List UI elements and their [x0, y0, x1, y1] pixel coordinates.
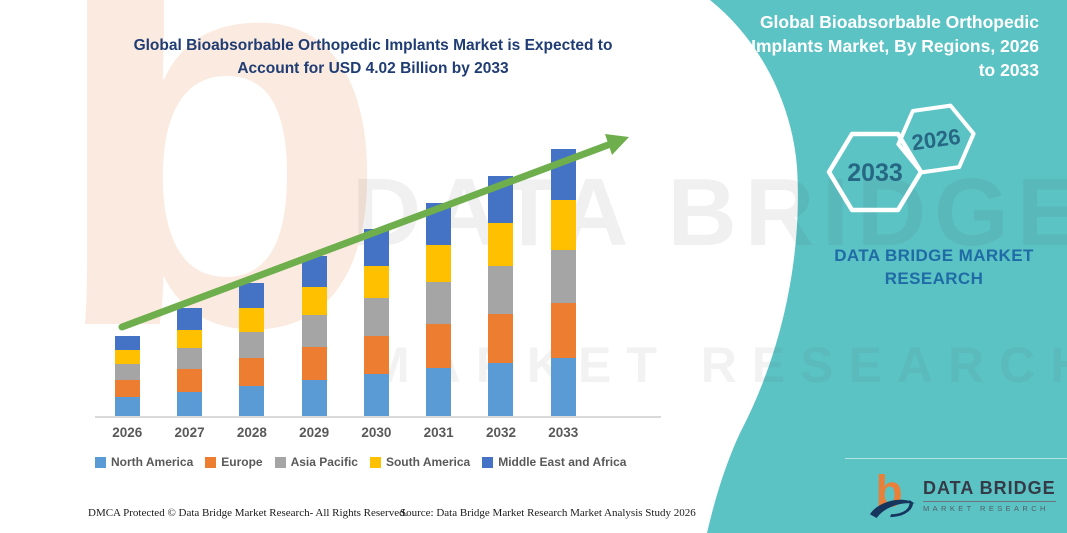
segment-south-america — [363, 265, 389, 299]
segment-asia-pacific — [363, 298, 389, 336]
legend-item-europe: Europe — [205, 455, 263, 469]
segment-asia-pacific — [177, 348, 203, 370]
hexagon-2033-label: 2033 — [847, 159, 903, 187]
x-axis-label-2032: 2032 — [485, 425, 516, 440]
segment-europe — [426, 324, 452, 369]
right-title-line1: Global Bioabsorbable Orthopedic — [759, 12, 1039, 32]
right-title-line2: Implants Market, By Regions, 2026 — [751, 36, 1039, 56]
segment-south-america — [177, 329, 203, 349]
x-axis-label-2029: 2029 — [299, 425, 330, 440]
segment-europe — [301, 346, 327, 381]
logo-text: DATA BRIDGE MARKET RESEARCH — [923, 478, 1056, 513]
segment-asia-pacific — [239, 331, 265, 359]
brand-name-line2: RESEARCH — [884, 269, 984, 288]
segment-europe — [177, 369, 203, 393]
segment-north-america — [239, 386, 265, 416]
footer-copyright: DMCA Protected © Data Bridge Market Rese… — [88, 507, 408, 519]
segment-europe — [114, 380, 140, 398]
segment-europe — [488, 313, 514, 363]
legend-label: South America — [385, 455, 471, 469]
brand-name-text: DATA BRIDGE MARKET RESEARCH — [800, 244, 1067, 290]
x-axis-label-2030: 2030 — [361, 425, 392, 440]
segment-south-america — [301, 287, 327, 316]
segment-north-america — [301, 380, 327, 416]
logo-divider-line — [845, 458, 1067, 459]
chart-title-line2: Account for USD 4.02 Billion by 2033 — [237, 60, 509, 77]
x-axis-labels: 2026 2027 2028 2029 2030 2031 2032 2033 — [0, 425, 700, 443]
footer-source: Source: Data Bridge Market Research Mark… — [400, 507, 696, 519]
dbmr-logo-icon: b — [869, 470, 916, 519]
legend-item-middle-east-and-africa: Middle East and Africa — [482, 455, 626, 469]
segment-north-america — [426, 368, 452, 416]
segment-north-america — [177, 392, 203, 416]
segment-south-america — [239, 308, 265, 332]
segment-north-america — [363, 374, 389, 416]
right-panel-title: Global Bioabsorbable Orthopedic Implants… — [709, 10, 1039, 82]
legend-item-north-america: North America — [95, 455, 193, 469]
bar-2029 — [301, 255, 327, 416]
x-axis-line — [95, 416, 661, 418]
logo-subtitle: MARKET RESEARCH — [923, 503, 1049, 513]
segment-asia-pacific — [114, 364, 140, 381]
brand-name-line1: DATA BRIDGE MARKET — [834, 246, 1034, 265]
segment-asia-pacific — [301, 315, 327, 347]
bar-2032 — [488, 175, 514, 416]
logo-d-curve — [890, 499, 914, 518]
segment-middle-east-and-africa — [239, 283, 265, 309]
legend-item-asia-pacific: Asia Pacific — [274, 455, 358, 469]
legend-label: Asia Pacific — [290, 455, 358, 469]
segment-north-america — [114, 397, 140, 416]
bar-2028 — [239, 283, 265, 416]
legend-swatch — [274, 456, 286, 468]
segment-north-america — [550, 357, 576, 416]
bar-2026 — [114, 336, 140, 416]
right-title-line3: to 2033 — [978, 60, 1039, 80]
x-axis-label-2028: 2028 — [236, 425, 267, 440]
legend-label: Europe — [221, 455, 263, 469]
segment-south-america — [488, 223, 514, 266]
x-axis-label-2031: 2031 — [423, 425, 454, 440]
segment-europe — [239, 358, 265, 387]
segment-south-america — [550, 199, 576, 250]
x-axis-label-2027: 2027 — [174, 425, 205, 440]
chart-legend: North America Europe Asia Pacific South Ame… — [95, 455, 626, 469]
chart-title-line1: Global Bioabsorbable Orthopedic Implants… — [133, 37, 613, 54]
segment-north-america — [488, 362, 514, 416]
legend-swatch — [369, 456, 381, 468]
bar-2033 — [550, 149, 576, 416]
watermark-brand-text: DATA BRIDGE — [352, 159, 1067, 266]
x-axis-label-2026: 2026 — [112, 425, 143, 440]
legend-label: North America — [111, 455, 194, 469]
legend-swatch — [482, 456, 494, 468]
legend-item-south-america: South America — [369, 455, 471, 469]
segment-europe — [363, 335, 389, 375]
watermark-b-glyph: b — [48, 0, 391, 443]
hexagon-2026 — [896, 103, 976, 175]
segment-south-america — [114, 350, 140, 365]
dbmr-logo: b DATA BRIDGE MARKET RESEARCH — [868, 470, 1056, 520]
segment-asia-pacific — [550, 249, 576, 304]
segment-asia-pacific — [426, 281, 452, 325]
chart-title: Global Bioabsorbable Orthopedic Implants… — [92, 34, 654, 80]
segment-south-america — [426, 244, 452, 282]
watermark-subtitle-text: MARKET RESEARCH — [368, 337, 1067, 393]
segment-middle-east-and-africa — [114, 336, 140, 351]
legend-label: Middle East and Africa — [498, 455, 627, 469]
segment-asia-pacific — [488, 265, 514, 314]
bar-2030 — [363, 229, 389, 416]
legend-swatch — [95, 456, 106, 468]
x-axis-label-2033: 2033 — [548, 425, 579, 440]
hexagon-2026-label: 2026 — [910, 124, 962, 156]
segment-middle-east-and-africa — [177, 308, 203, 330]
bar-2027 — [177, 308, 203, 416]
logo-title: DATA BRIDGE — [923, 478, 1056, 502]
legend-swatch — [205, 456, 217, 468]
segment-europe — [550, 303, 576, 358]
